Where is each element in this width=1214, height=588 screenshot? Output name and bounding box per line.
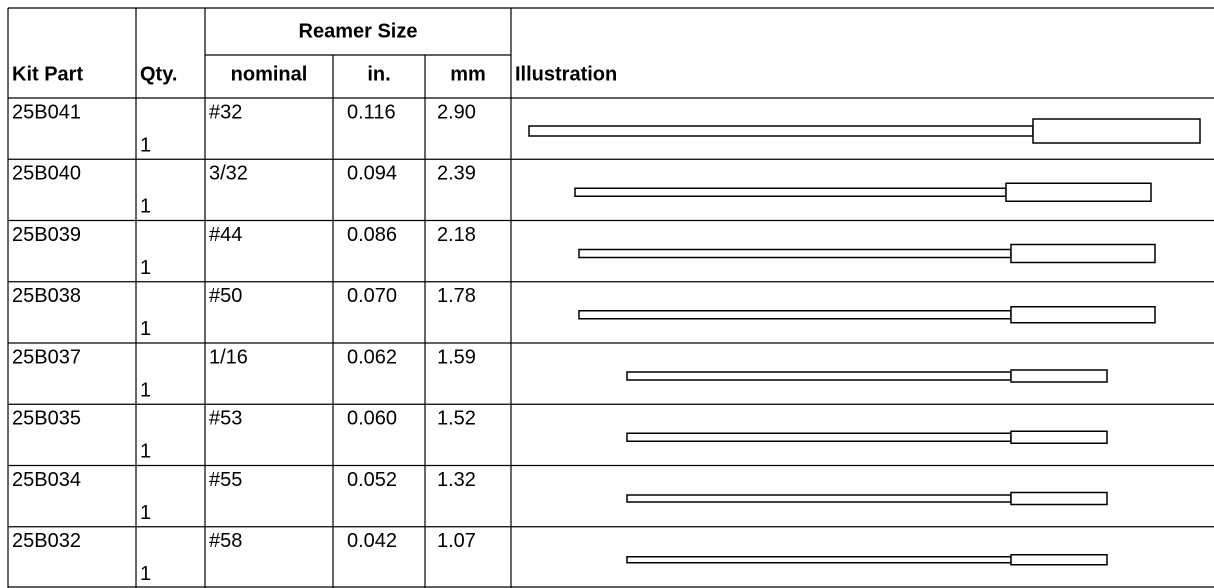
inch-size: 0.094 — [347, 163, 397, 185]
reamer-head — [1010, 306, 1156, 324]
reamer-shank — [626, 371, 1012, 381]
header-in: in. — [367, 63, 390, 85]
header-qty: Qty. — [140, 63, 177, 85]
reamer-shank — [578, 248, 1012, 259]
qty: 1 — [140, 379, 151, 401]
reamer-shank — [578, 310, 1012, 320]
reamer-head — [1032, 118, 1201, 144]
mm-size: 1.59 — [437, 346, 476, 368]
kit-part: 25B038 — [12, 285, 81, 307]
reamer-shank — [574, 187, 1007, 197]
reamer-head — [1010, 369, 1108, 383]
qty: 1 — [140, 196, 151, 218]
header-mm: mm — [450, 63, 486, 85]
nominal: 1/16 — [209, 346, 248, 368]
kit-part: 25B037 — [12, 346, 81, 368]
nominal: #50 — [209, 285, 242, 307]
inch-size: 0.052 — [347, 469, 397, 491]
kit-part: 25B040 — [12, 163, 81, 185]
mm-size: 1.52 — [437, 408, 476, 430]
kit-part: 25B034 — [12, 469, 81, 491]
kit-part: 25B032 — [12, 530, 81, 552]
reamer-head — [1010, 243, 1156, 264]
nominal: 3/32 — [209, 163, 248, 185]
reamer-head — [1010, 430, 1108, 444]
nominal: #32 — [209, 101, 242, 123]
qty: 1 — [140, 563, 151, 585]
mm-size: 2.18 — [437, 224, 476, 246]
qty: 1 — [140, 257, 151, 279]
qty: 1 — [140, 318, 151, 340]
nominal: #55 — [209, 469, 242, 491]
reamer-shank — [626, 556, 1012, 564]
kit-part: 25B035 — [12, 408, 81, 430]
mm-size: 1.78 — [437, 285, 476, 307]
mm-size: 1.07 — [437, 530, 476, 552]
header-kit-part: Kit Part — [12, 63, 83, 85]
kit-part: 25B039 — [12, 224, 81, 246]
reamer-shank — [528, 125, 1034, 137]
table-grid — [8, 7, 1214, 99]
qty: 1 — [140, 502, 151, 524]
inch-size: 0.116 — [347, 101, 396, 123]
header-reamer-size: Reamer Size — [299, 20, 418, 42]
mm-size: 2.90 — [437, 101, 476, 123]
mm-size: 1.32 — [437, 469, 476, 491]
reamer-shank — [626, 494, 1012, 503]
qty: 1 — [140, 441, 151, 463]
reamer-head — [1010, 491, 1108, 506]
header-nominal: nominal — [231, 63, 308, 85]
inch-size: 0.086 — [347, 224, 397, 246]
reamer-head — [1005, 182, 1152, 202]
nominal: #58 — [209, 530, 242, 552]
mm-size: 2.39 — [437, 163, 476, 185]
inch-size: 0.062 — [347, 346, 397, 368]
qty: 1 — [140, 134, 151, 156]
nominal: #53 — [209, 408, 242, 430]
inch-size: 0.070 — [347, 285, 397, 307]
nominal: #44 — [209, 224, 242, 246]
reamer-shank — [626, 432, 1012, 442]
header-illustration: Illustration — [515, 63, 617, 85]
inch-size: 0.060 — [347, 408, 397, 430]
inch-size: 0.042 — [347, 530, 397, 552]
reamer-head — [1010, 554, 1108, 566]
kit-part: 25B041 — [12, 101, 81, 123]
